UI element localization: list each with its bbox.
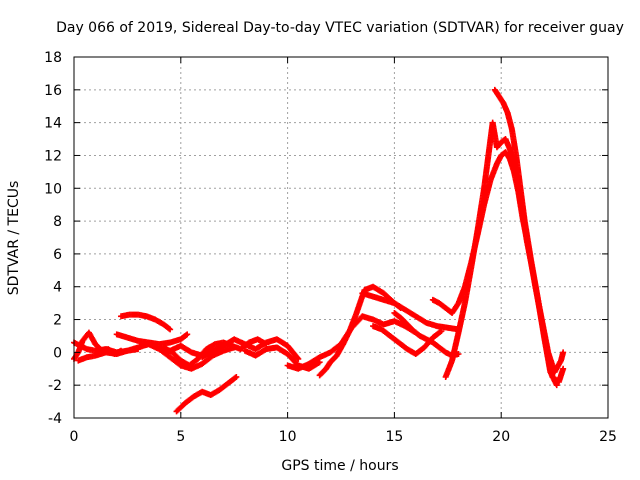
data-point-interp xyxy=(175,355,182,362)
x-tick-label: 0 xyxy=(70,429,79,445)
data-point-interp xyxy=(357,315,364,322)
data-point-interp xyxy=(402,344,409,351)
y-tick-label: 16 xyxy=(44,83,62,99)
data-point-interp xyxy=(164,352,171,359)
series-track-low-1 xyxy=(173,373,240,415)
y-tick-label: 18 xyxy=(44,50,62,66)
data-point-interp xyxy=(436,329,443,336)
x-tick-label: 10 xyxy=(279,429,297,445)
data-point-interp xyxy=(222,382,229,389)
plot-frame xyxy=(73,56,609,419)
data-point-interp xyxy=(393,337,400,344)
data-point-interp xyxy=(559,350,566,357)
data-point-interp xyxy=(192,357,199,364)
x-tick-label: 15 xyxy=(385,429,403,445)
y-tick-label: 14 xyxy=(44,116,62,132)
data-point-interp xyxy=(231,375,238,382)
series-track-mid-4 xyxy=(199,336,302,362)
data-point-interp xyxy=(440,303,447,310)
x-tick-label: 20 xyxy=(492,429,510,445)
data-point-interp xyxy=(164,324,171,331)
y-tick-label: 2 xyxy=(53,313,62,329)
data-point-interp xyxy=(553,380,560,387)
data-point-interp xyxy=(559,367,566,374)
data-point-interp xyxy=(419,346,426,353)
x-tick-label: 25 xyxy=(599,429,617,445)
y-tick-label: -4 xyxy=(48,411,62,427)
y-tick-label: 10 xyxy=(44,181,62,197)
x-tick-label: 5 xyxy=(176,429,185,445)
y-tick-label: 0 xyxy=(53,345,62,361)
data-point-interp xyxy=(232,374,239,381)
data-point-interp xyxy=(166,325,173,332)
series-track-mid-1 xyxy=(113,331,191,348)
y-tick-label: 6 xyxy=(53,247,62,263)
series-track-early-c xyxy=(75,346,142,364)
x-axis-title: GPS time / hours xyxy=(281,458,398,474)
axis-ticks: 0 5 10 15 20 25 -4 -2 0 2 4 6 8 10 12 14 16 18 xyxy=(44,50,617,445)
y-tick-label: 4 xyxy=(53,280,62,296)
data-point-interp xyxy=(188,395,195,402)
y-axis-title: SDTVAR / TECUs xyxy=(6,181,22,296)
data-point-interp xyxy=(179,402,186,409)
series-track-high-1 xyxy=(117,311,174,333)
series-track-noon-3 xyxy=(359,290,462,333)
series-track-noon-4 xyxy=(370,323,445,358)
data-point-interp xyxy=(294,354,301,361)
data-point-interp xyxy=(414,331,421,338)
data-point-interp xyxy=(440,347,447,354)
data-point-interp xyxy=(96,345,103,352)
series-track-mid-2 xyxy=(145,341,238,372)
data-point-interp xyxy=(395,313,402,320)
data-point-interp xyxy=(437,328,444,335)
data-point-interp xyxy=(207,354,214,361)
data-point-interp xyxy=(384,331,391,338)
data-point-interp xyxy=(175,360,182,367)
series-track-evening-peak xyxy=(491,86,560,389)
data-point-interp xyxy=(434,342,441,349)
data-point-interp xyxy=(182,332,189,339)
y-tick-label: 8 xyxy=(53,214,62,230)
y-tick-label: 12 xyxy=(44,148,62,164)
data-point-interp xyxy=(487,178,494,185)
data-point-interp xyxy=(133,346,140,353)
data-points xyxy=(71,86,567,415)
data-point-interp xyxy=(293,353,300,360)
y-tick-label: -2 xyxy=(48,378,62,394)
series-track-noon-2 xyxy=(316,283,404,379)
data-point-interp xyxy=(331,354,338,361)
data-point-interp xyxy=(183,332,190,339)
chart-title: Day 066 of 2019, Sidereal Day-to-day VTE… xyxy=(56,20,624,36)
